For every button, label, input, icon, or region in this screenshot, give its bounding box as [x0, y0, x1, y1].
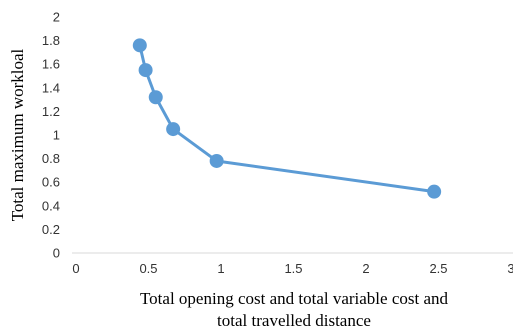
x-tick-label: 3 [507, 261, 513, 276]
data-point [132, 38, 147, 53]
y-tick-label: 2 [53, 10, 60, 25]
y-tick-label: 0.8 [42, 151, 60, 166]
data-point [427, 184, 442, 199]
x-tick-label: 2.5 [429, 261, 447, 276]
series-line [138, 44, 435, 194]
data-points [132, 38, 442, 199]
y-tick-labels: 0 0.2 0.4 0.6 0.8 1 1.2 1.4 1.6 1.8 2 [42, 10, 60, 261]
y-tick-label: 0.6 [42, 175, 60, 190]
x-tick-label: 0.5 [139, 261, 157, 276]
x-tick-label: 1 [217, 261, 224, 276]
x-tick-label: 2 [362, 261, 369, 276]
data-point [209, 153, 224, 168]
x-tick-labels: 0 0.5 1 1.5 2 2.5 3 [72, 261, 513, 276]
y-tick-label: 1.6 [42, 57, 60, 72]
x-axis-title-line-2: total travelled distance [217, 311, 371, 330]
y-tick-label: 1.2 [42, 104, 60, 119]
y-tick-label: 0.2 [42, 222, 60, 237]
y-tick-label: 1 [53, 128, 60, 143]
y-tick-label: 1.4 [42, 80, 60, 95]
y-tick-label: 0 [53, 246, 60, 261]
y-tick-label: 1.8 [42, 33, 60, 48]
data-point [138, 63, 153, 78]
x-tick-label: 1.5 [284, 261, 302, 276]
x-tick-label: 0 [72, 261, 79, 276]
data-point [148, 90, 163, 105]
y-axis-title: Total maximum workloal [8, 48, 27, 221]
y-tick-label: 0.4 [42, 198, 60, 213]
data-point [166, 122, 181, 137]
x-axis-title-line-1: Total opening cost and total variable co… [140, 289, 449, 308]
